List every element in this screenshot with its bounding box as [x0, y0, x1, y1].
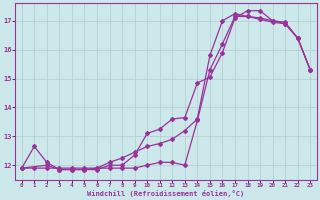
X-axis label: Windchill (Refroidissement éolien,°C): Windchill (Refroidissement éolien,°C)	[87, 190, 244, 197]
